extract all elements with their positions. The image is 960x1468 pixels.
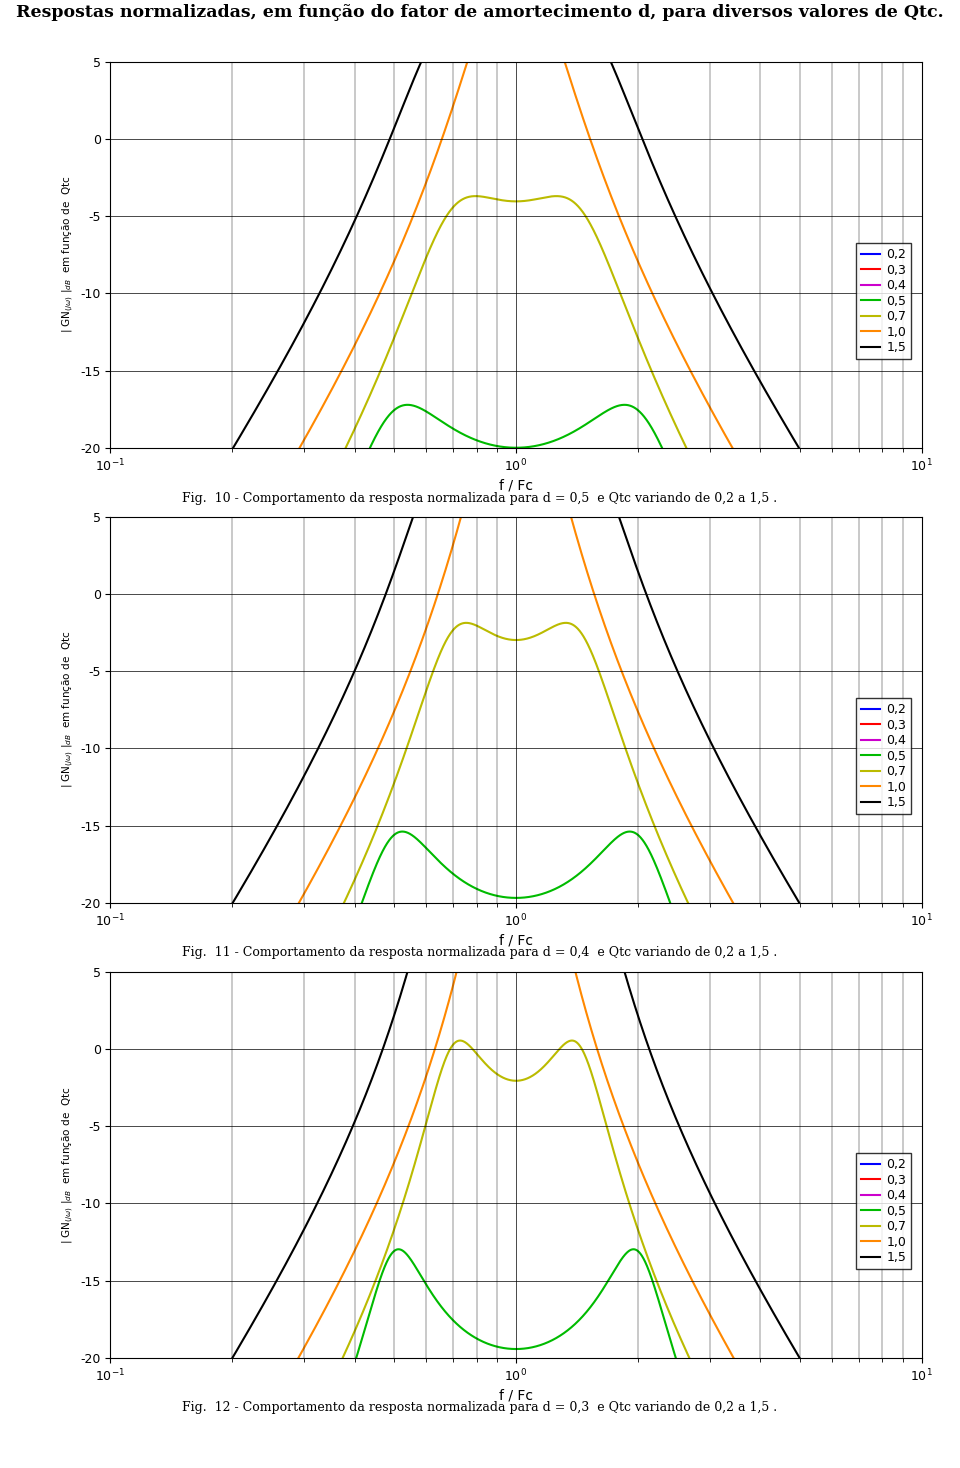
X-axis label: f / Fc: f / Fc <box>499 1389 533 1402</box>
Legend: 0,2, 0,3, 0,4, 0,5, 0,7, 1,0, 1,5: 0,2, 0,3, 0,4, 0,5, 0,7, 1,0, 1,5 <box>856 244 911 360</box>
X-axis label: f / Fc: f / Fc <box>499 934 533 947</box>
X-axis label: f / Fc: f / Fc <box>499 479 533 492</box>
Text: Fig.  11 - Comportamento da resposta normalizada para d = 0,4  e Qtc variando de: Fig. 11 - Comportamento da resposta norm… <box>182 945 778 959</box>
Text: Fig.  10 - Comportamento da resposta normalizada para d = 0,5  e Qtc variando de: Fig. 10 - Comportamento da resposta norm… <box>182 492 778 505</box>
Legend: 0,2, 0,3, 0,4, 0,5, 0,7, 1,0, 1,5: 0,2, 0,3, 0,4, 0,5, 0,7, 1,0, 1,5 <box>856 1154 911 1270</box>
Text: Respostas normalizadas, em função do fator de amortecimento d, para diversos val: Respostas normalizadas, em função do fat… <box>16 3 944 21</box>
Text: Fig.  12 - Comportamento da resposta normalizada para d = 0,3  e Qtc variando de: Fig. 12 - Comportamento da resposta norm… <box>182 1400 778 1414</box>
Y-axis label: | GN$_{(j\omega)}$ |$_{dB}$  em função de  Qtc: | GN$_{(j\omega)}$ |$_{dB}$ em função de… <box>60 631 76 788</box>
Y-axis label: | GN$_{(j\omega)}$ |$_{dB}$  em função de  Qtc: | GN$_{(j\omega)}$ |$_{dB}$ em função de… <box>60 1086 76 1243</box>
Legend: 0,2, 0,3, 0,4, 0,5, 0,7, 1,0, 1,5: 0,2, 0,3, 0,4, 0,5, 0,7, 1,0, 1,5 <box>856 699 911 815</box>
Y-axis label: | GN$_{(j\omega)}$ |$_{dB}$  em função de  Qtc: | GN$_{(j\omega)}$ |$_{dB}$ em função de… <box>60 176 76 333</box>
